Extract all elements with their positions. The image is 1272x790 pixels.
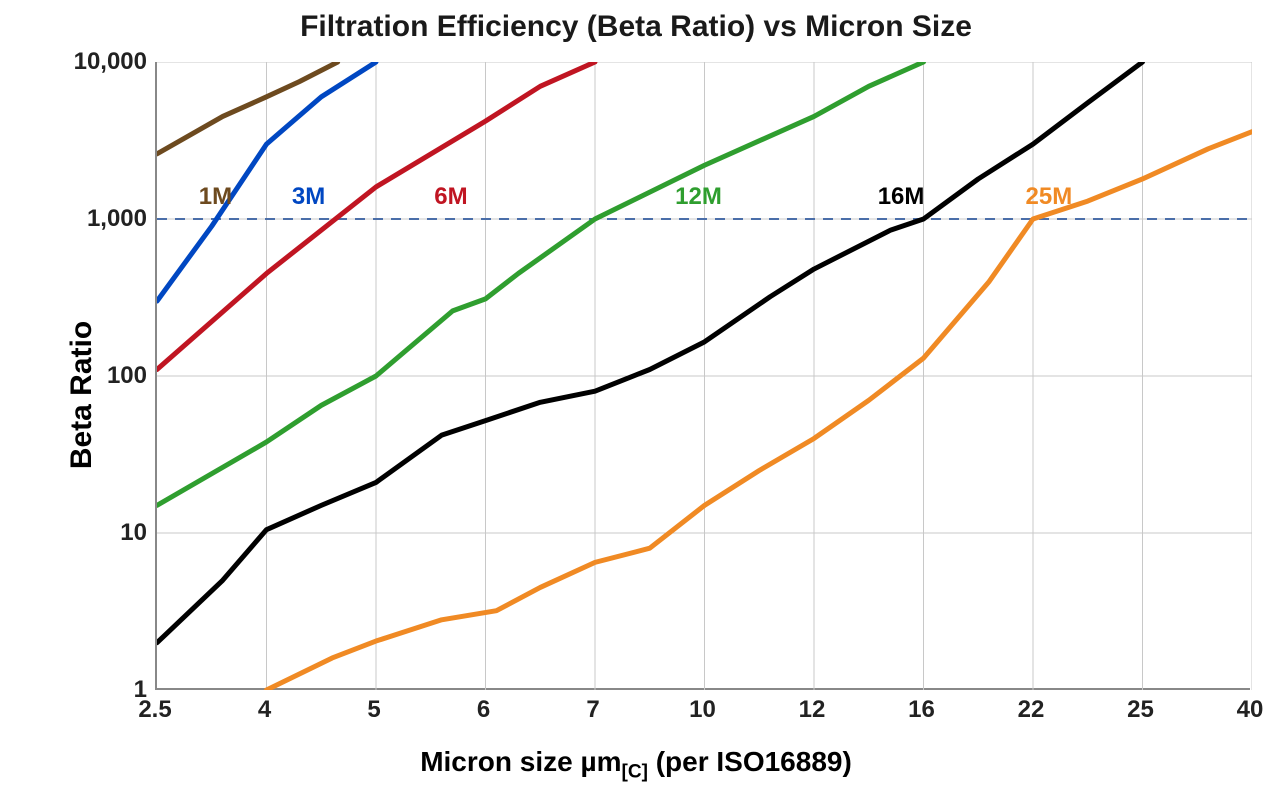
series-label-12M: 12M <box>675 183 722 211</box>
plot-svg <box>157 62 1252 690</box>
x-tick-label: 5 <box>367 696 380 724</box>
x-tick-label: 22 <box>1018 696 1045 724</box>
x-tick-label: 12 <box>799 696 826 724</box>
series-label-16M: 16M <box>878 183 925 211</box>
series-16M <box>157 62 1143 643</box>
x-tick-label: 10 <box>689 696 716 724</box>
series-label-6M: 6M <box>434 183 467 211</box>
x-tick-label: 7 <box>586 696 599 724</box>
chart-title: Filtration Efficiency (Beta Ratio) vs Mi… <box>0 10 1272 44</box>
y-tick-label: 1,000 <box>59 205 147 233</box>
series-label-1M: 1M <box>199 183 232 211</box>
y-tick-label: 100 <box>59 362 147 390</box>
y-tick-label: 10,000 <box>59 48 147 76</box>
x-tick-label: 16 <box>908 696 935 724</box>
x-tick-label: 2.5 <box>138 696 171 724</box>
x-tick-label: 25 <box>1127 696 1154 724</box>
x-tick-label: 4 <box>258 696 271 724</box>
series-label-25M: 25M <box>1026 183 1073 211</box>
x-axis-label-prefix: Micron size µm <box>420 746 621 777</box>
chart-container: Filtration Efficiency (Beta Ratio) vs Mi… <box>0 0 1272 790</box>
y-tick-label: 1 <box>59 676 147 704</box>
y-tick-label: 10 <box>59 519 147 547</box>
x-axis-label-suffix: (per ISO16889) <box>648 746 852 777</box>
plot-area <box>155 62 1250 690</box>
x-tick-label: 40 <box>1237 696 1264 724</box>
series-label-3M: 3M <box>292 183 325 211</box>
x-axis-label-sub: [C] <box>622 762 648 783</box>
series-25M <box>267 132 1253 690</box>
y-axis-label: Beta Ratio <box>65 321 99 469</box>
x-tick-label: 6 <box>477 696 490 724</box>
x-axis-label: Micron size µm[C] (per ISO16889) <box>0 746 1272 784</box>
